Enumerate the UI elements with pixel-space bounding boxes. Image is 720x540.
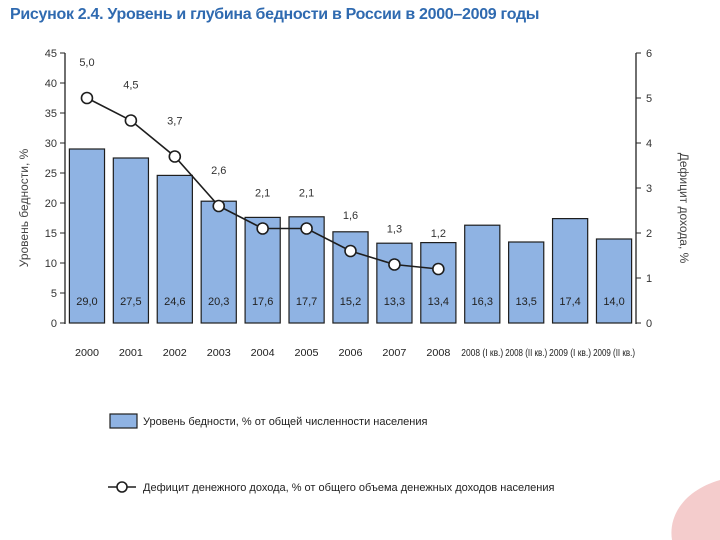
y2-tick-label: 1 (646, 273, 652, 285)
bar (464, 224, 501, 324)
y2-tick-label: 3 (646, 183, 652, 195)
x-tick-label: 2001 (119, 348, 143, 359)
bar (112, 157, 150, 324)
bar-value-label: 14,0 (603, 296, 624, 308)
bar (508, 241, 545, 324)
deficit-point (80, 91, 94, 105)
x-tick-label: 2008 (426, 348, 450, 359)
bar (376, 242, 413, 324)
bar-value-label: 13,5 (515, 296, 536, 308)
bar (68, 148, 106, 324)
y-axis-title: Уровень бедности, % (17, 148, 31, 267)
bar (551, 218, 589, 324)
legend-bar-label: Уровень бедности, % от общей численности… (143, 416, 427, 428)
bar-value-label: 17,4 (559, 296, 580, 308)
legend-bar-swatch (109, 413, 138, 429)
bar-value-label: 27,5 (120, 296, 141, 308)
bar (595, 238, 633, 324)
y2-tick-label: 4 (646, 138, 652, 150)
deficit-point (212, 199, 226, 213)
y-tick-label: 20 (45, 198, 57, 210)
y-tick-label: 0 (51, 318, 57, 330)
x-tick-label: 2006 (339, 348, 363, 359)
bar-value-label: 24,6 (164, 296, 185, 308)
deficit-value-label: 2,1 (255, 188, 270, 200)
y2-tick-label: 0 (646, 318, 652, 330)
legend-line-marker (116, 481, 128, 493)
chart-title: Рисунок 2.4. Уровень и глубина бедности … (10, 6, 540, 23)
legend-line-label: Дефицит денежного дохода, % от общего об… (143, 482, 555, 494)
bar-value-label: 15,2 (340, 296, 361, 308)
deficit-point (124, 114, 138, 127)
deficit-value-label: 5,0 (79, 57, 94, 69)
y2-tick-label: 6 (646, 48, 652, 60)
x-tick-label: 2008 (II кв.) (505, 348, 547, 359)
y-tick-label: 40 (45, 78, 57, 90)
y-tick-label: 35 (45, 108, 57, 120)
deficit-value-label: 1,6 (343, 210, 358, 222)
deficit-point (300, 222, 313, 235)
bar (420, 242, 457, 324)
bar-value-label: 17,7 (296, 296, 317, 308)
y2-tick-label: 5 (646, 93, 652, 105)
deficit-point (432, 262, 445, 276)
x-tick-label: 2002 (163, 348, 187, 359)
x-tick-label: 2009 (I кв.) (549, 348, 591, 359)
y-tick-label: 45 (45, 48, 57, 60)
x-tick-label: 2007 (382, 348, 406, 359)
deficit-point (388, 258, 401, 271)
bar-value-label: 16,3 (472, 296, 493, 308)
bar (156, 174, 193, 324)
deficit-point (256, 222, 269, 235)
x-tick-label: 2000 (75, 348, 99, 359)
y-tick-label: 25 (45, 168, 57, 180)
deficit-value-label: 3,7 (167, 116, 182, 128)
bar (244, 216, 281, 324)
bar-value-label: 17,6 (252, 296, 273, 308)
deficit-value-label: 4,5 (123, 80, 138, 92)
deficit-point (344, 244, 357, 258)
x-tick-label: 2003 (207, 348, 231, 359)
bar-value-label: 20,3 (208, 296, 229, 308)
deficit-point (168, 150, 182, 163)
bar-value-label: 13,4 (428, 296, 449, 308)
y-tick-label: 5 (51, 288, 57, 300)
deficit-value-label: 1,3 (387, 224, 402, 236)
corner-decoration (671, 480, 720, 540)
x-tick-label: 2005 (295, 348, 319, 359)
bar-value-label: 29,0 (76, 296, 97, 308)
bar-value-label: 13,3 (384, 296, 405, 308)
y-tick-label: 10 (45, 258, 57, 270)
y-tick-label: 30 (45, 138, 57, 150)
bar (200, 200, 237, 324)
x-tick-label: 2004 (251, 348, 275, 359)
deficit-value-label: 1,2 (431, 228, 446, 240)
deficit-value-label: 2,1 (299, 188, 314, 200)
x-tick-label: 2009 (II кв.) (593, 348, 635, 359)
y2-axis-title: Дефицит дохода, % (677, 153, 691, 264)
y-tick-label: 15 (45, 228, 57, 240)
deficit-value-label: 2,6 (211, 165, 226, 177)
y2-tick-label: 2 (646, 228, 652, 240)
x-tick-label: 2008 (I кв.) (461, 348, 503, 359)
